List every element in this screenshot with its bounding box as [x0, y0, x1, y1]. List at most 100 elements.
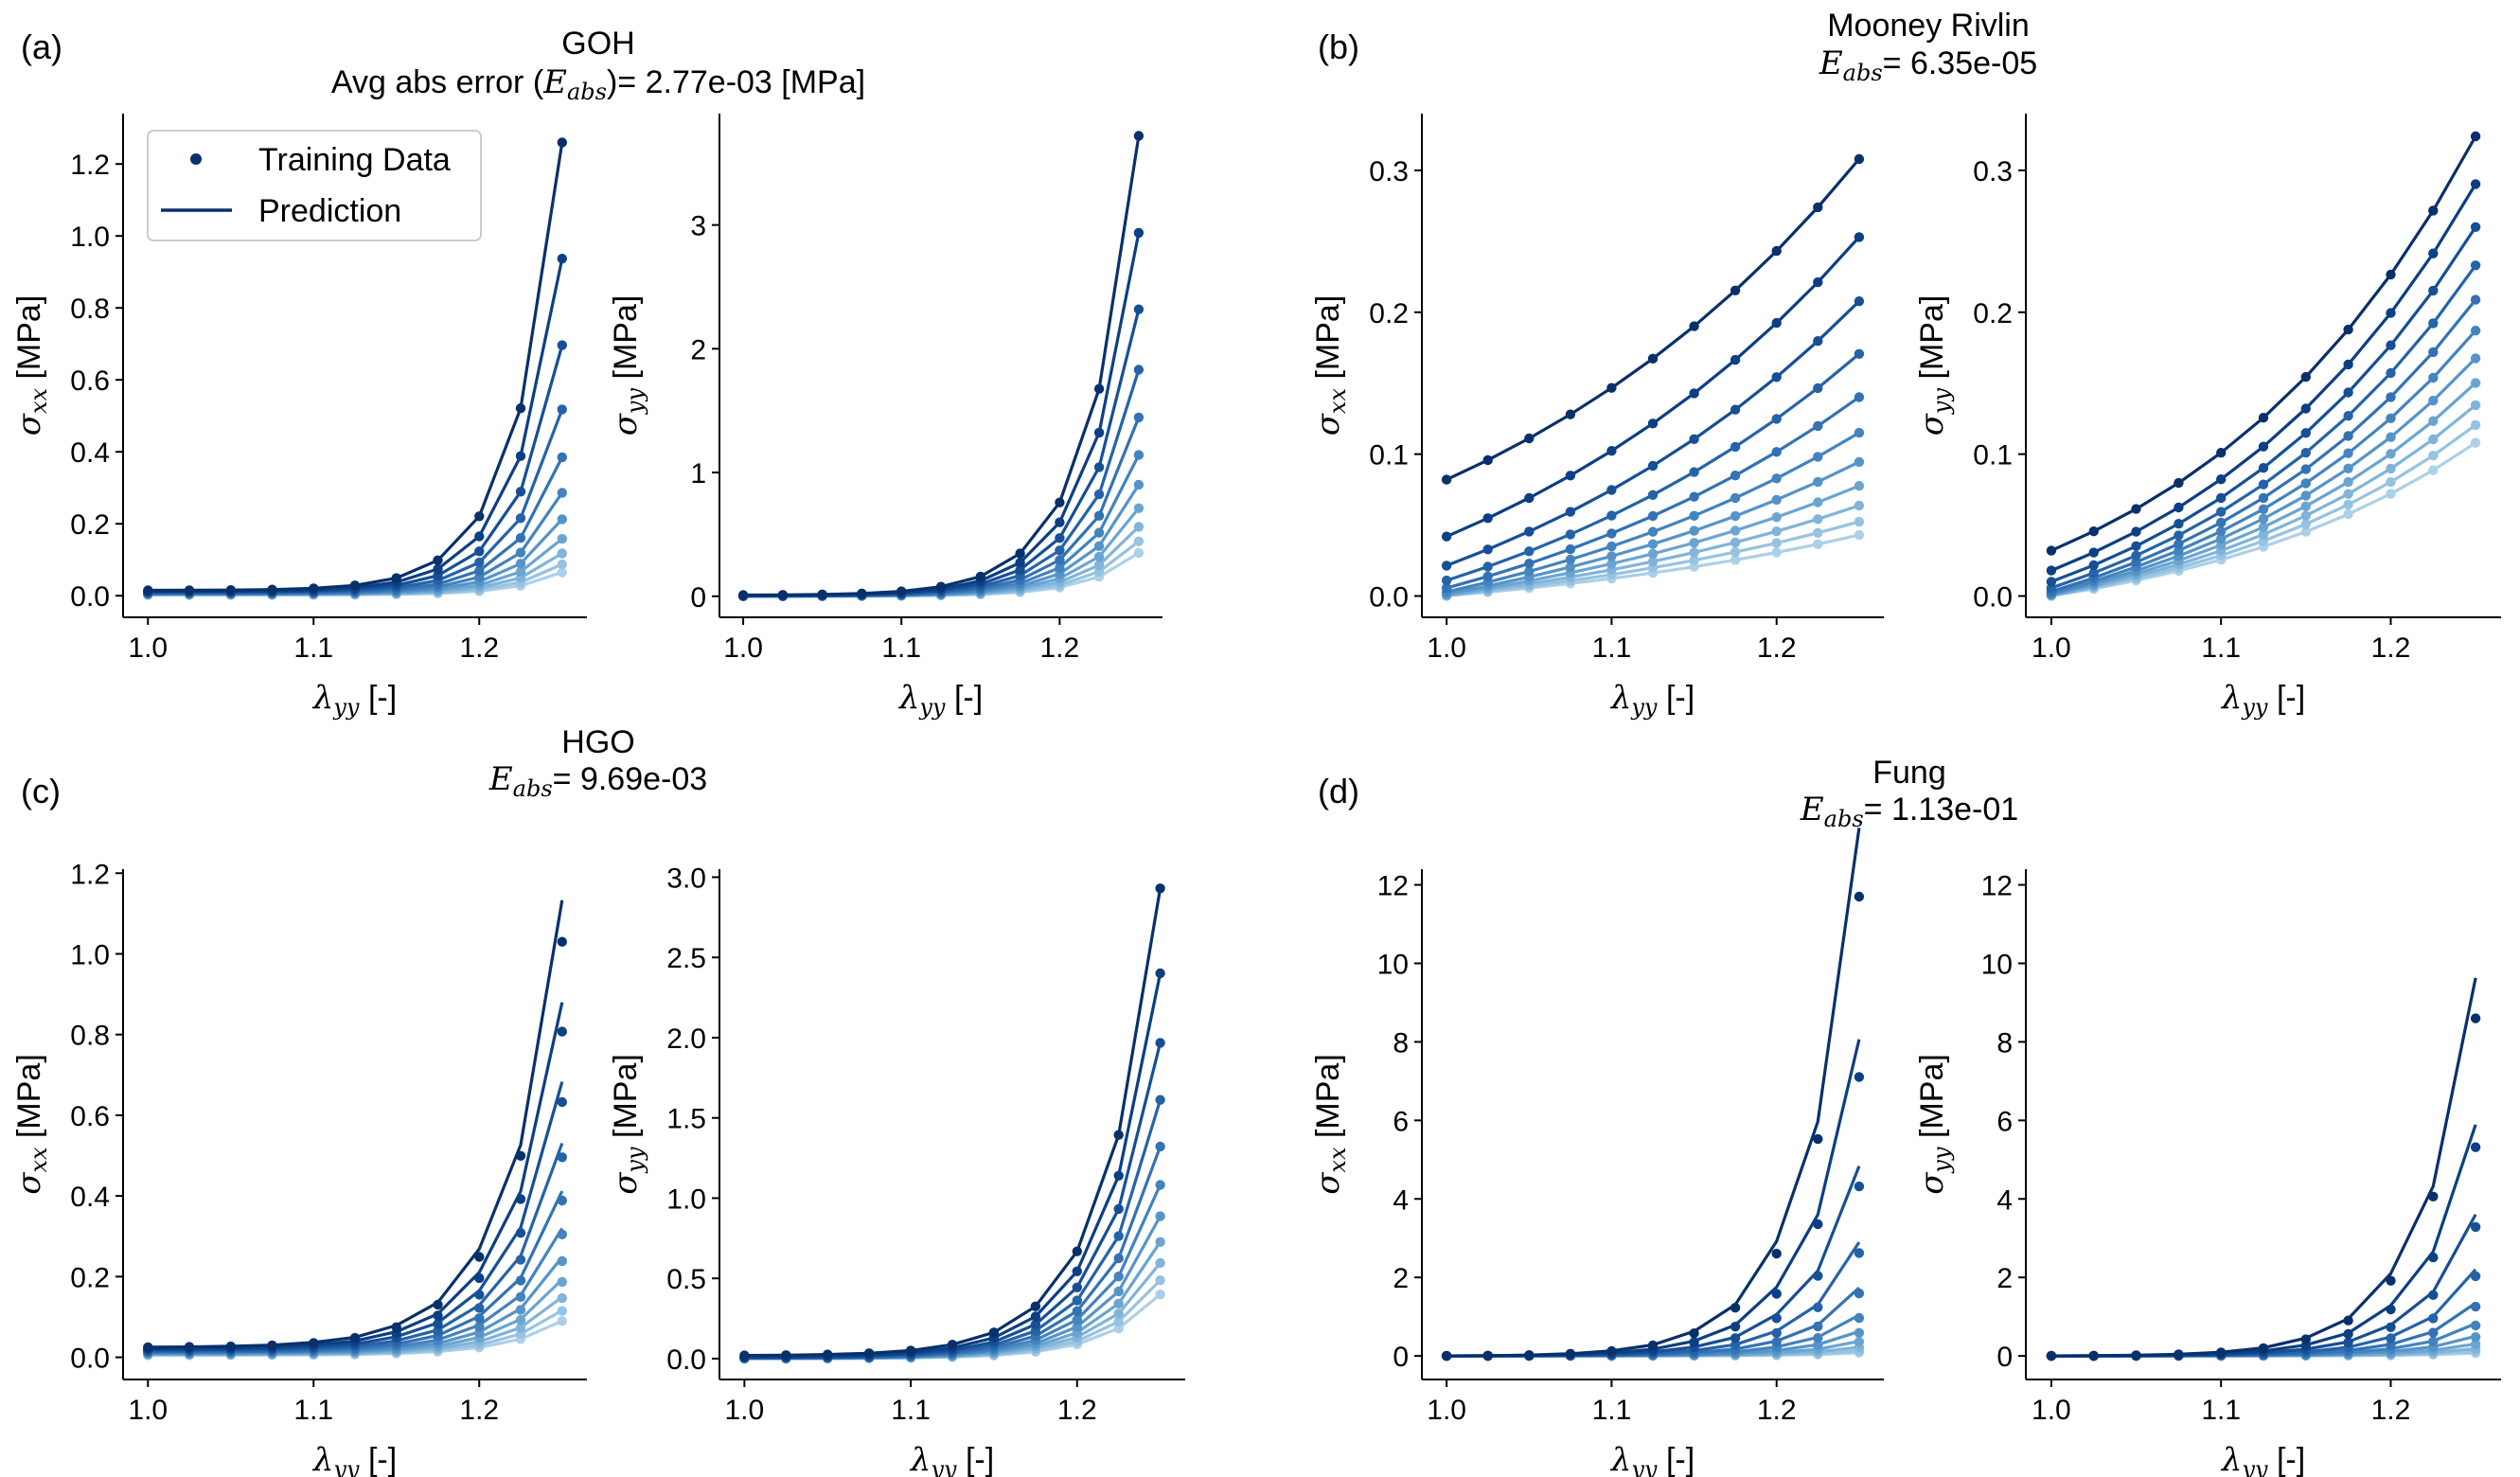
training-data-point [1771, 245, 1782, 257]
x-axis-label-unit: [-] [2268, 680, 2306, 716]
training-data-point [988, 1327, 1000, 1338]
prediction-line [1446, 1166, 1861, 1358]
training-data-point [2343, 1315, 2353, 1326]
training-data-point [557, 254, 567, 264]
training-data-point [2470, 1320, 2481, 1331]
training-data-point [1854, 500, 1865, 511]
panel-b-title-suffix: = 6.35e-05 [1883, 45, 2038, 81]
y-tick-label: 0.5 [666, 1264, 706, 1295]
training-data-point [1606, 383, 1617, 393]
training-data-point [2386, 308, 2396, 318]
x-tick-label: 1.0 [723, 632, 763, 664]
x-axis-label-sub: yy [918, 694, 946, 721]
training-data-point [184, 585, 195, 596]
training-data-point [557, 452, 567, 463]
y-axis-label-sub: yy [622, 1147, 648, 1174]
training-data-point [1689, 510, 1699, 521]
training-data-point [2470, 1301, 2481, 1312]
training-data-point [2300, 1334, 2311, 1344]
training-data-point [2343, 1328, 2353, 1340]
training-data-point [2470, 1013, 2481, 1023]
y-tick-label: 6 [1393, 1106, 1409, 1137]
training-data-point [1072, 1314, 1083, 1326]
training-data-point [1113, 1286, 1124, 1297]
training-data-point [1482, 544, 1493, 555]
training-data-point [2386, 1304, 2396, 1315]
y-axis-label-symbol: σ [10, 413, 48, 436]
training-data-point [1689, 538, 1699, 548]
training-data-point [2428, 1252, 2439, 1263]
training-data-point [474, 557, 485, 568]
training-data-point [225, 585, 236, 596]
training-data-point [1155, 883, 1165, 894]
training-data-point [1647, 418, 1659, 429]
x-tick-label: 1.2 [2371, 1395, 2411, 1426]
prediction-line [2050, 1268, 2477, 1358]
y-axis-label-unit: [MPa] [1310, 295, 1346, 388]
training-data-point [1072, 1266, 1083, 1277]
x-axis-label: λyy [-] [2220, 1441, 2305, 1477]
training-data-point [1113, 1253, 1124, 1264]
training-data-point [1093, 510, 1105, 521]
training-data-point [2470, 378, 2481, 388]
training-data-point [1441, 582, 1452, 594]
training-data-point [823, 1349, 833, 1360]
training-data-point [1771, 494, 1782, 506]
training-data-point [515, 451, 526, 461]
training-data-point [1133, 412, 1145, 423]
x-axis-label-symbol: λ [2220, 1441, 2243, 1477]
training-data-point [777, 590, 789, 600]
training-data-point [2386, 340, 2396, 350]
chart-b-sigma-xx: 1.0 1.1 1.2 0.0 0.1 0.2 0.3 λyy [-] σxx [MPa] [1309, 114, 1884, 721]
y-tick-label: 1.2 [70, 859, 110, 890]
training-data-point [1854, 1248, 1865, 1258]
training-data-point [2174, 1349, 2184, 1360]
y-axis-label-symbol: σ [1913, 413, 1951, 436]
y-tick-label: 1.0 [70, 939, 110, 970]
training-data-point [1524, 1350, 1535, 1361]
training-data-point [1813, 276, 1823, 288]
training-data-point [2300, 490, 2311, 501]
training-data-point [975, 571, 986, 582]
y-tick-label: 10 [1377, 950, 1409, 981]
training-data-point [1771, 538, 1782, 548]
training-data-point [1689, 467, 1699, 477]
training-data-point [935, 581, 947, 592]
y-tick-label: 6 [1996, 1106, 2013, 1137]
training-data-point [1730, 354, 1741, 365]
training-data-point [1854, 1181, 1865, 1192]
training-data-point [1730, 471, 1741, 481]
training-data-point [1771, 1313, 1782, 1324]
y-axis-label-symbol: σ [607, 413, 645, 436]
training-data-point [2174, 539, 2184, 549]
training-data-point [515, 547, 526, 558]
training-data-point [1689, 388, 1699, 399]
training-data-point [1524, 526, 1535, 537]
training-data-point [1813, 1271, 1823, 1281]
panel-d-title-symbol: E [1800, 791, 1824, 828]
training-data-point [2343, 431, 2353, 441]
training-data-point [474, 531, 485, 542]
training-data-point [1133, 227, 1145, 239]
training-data-point [1647, 548, 1659, 560]
y-tick-label: 0.1 [1369, 440, 1409, 472]
training-data-point [2343, 411, 2353, 421]
legend-training-marker [190, 153, 202, 165]
training-data-point [2343, 387, 2353, 398]
training-data-point [2470, 294, 2481, 305]
training-data-point [1133, 131, 1145, 141]
training-data-point [2343, 463, 2353, 473]
training-data-point [1647, 539, 1659, 549]
x-axis-label-sub: yy [1630, 1456, 1658, 1477]
training-data-point [515, 1275, 526, 1286]
training-data-point [1854, 427, 1865, 438]
x-tick-label: 1.0 [1427, 1395, 1466, 1426]
training-data-point [557, 548, 567, 559]
training-data-point [2300, 526, 2311, 537]
training-data-point [2428, 1313, 2439, 1324]
y-axis-label-symbol: σ [607, 1172, 645, 1195]
training-data-point [1482, 571, 1493, 581]
training-data-point [2046, 1350, 2057, 1361]
training-data-point [143, 1342, 153, 1353]
training-data-point [2343, 324, 2353, 335]
